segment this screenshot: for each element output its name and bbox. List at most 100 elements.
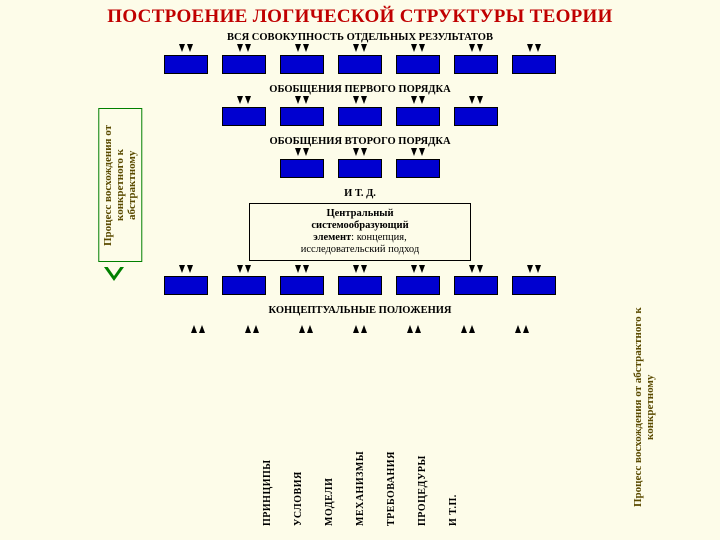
bottom-category: ПРИНЦИПЫ: [262, 451, 273, 526]
diagram-cell: [299, 322, 313, 333]
diagram-cell: [280, 44, 324, 74]
result-box: [396, 276, 440, 295]
row5-label: КОНЦЕПТУАЛЬНЫЕ ПОЛОЖЕНИЯ: [0, 305, 720, 316]
arrow-down-icon: [411, 265, 425, 275]
arrow-up-icon: [461, 323, 475, 333]
result-box: [396, 159, 440, 178]
result-box: [454, 107, 498, 126]
bottom-category: И Т.П.: [448, 451, 459, 526]
arrow-up-icon: [353, 323, 367, 333]
diagram-cell: [407, 322, 421, 333]
diagram-cell: [396, 265, 440, 295]
row-up-arrows: [0, 322, 720, 333]
diagram-cell: [353, 322, 367, 333]
arrow-down-icon: [295, 265, 309, 275]
result-box: [164, 55, 208, 74]
result-box: [512, 276, 556, 295]
central-line2: системообразующий: [311, 220, 408, 231]
result-box: [396, 55, 440, 74]
result-box: [222, 276, 266, 295]
left-process-arrow-icon: [104, 267, 124, 281]
diagram-cell: [222, 96, 266, 126]
arrow-up-icon: [191, 323, 205, 333]
result-box: [338, 55, 382, 74]
diagram-cell: [164, 44, 208, 74]
row-1: [0, 44, 720, 74]
arrow-down-icon: [469, 265, 483, 275]
diagram-cell: [338, 44, 382, 74]
result-box: [280, 55, 324, 74]
arrow-down-icon: [179, 265, 193, 275]
central-box: Центральный системообразующий элемент: к…: [249, 203, 471, 261]
diagram-cell: [338, 96, 382, 126]
arrow-down-icon: [237, 96, 251, 106]
result-box: [280, 107, 324, 126]
diagram-cell: [338, 265, 382, 295]
diagram-cell: [396, 96, 440, 126]
diagram-cell: [454, 96, 498, 126]
result-box: [280, 276, 324, 295]
arrow-down-icon: [411, 44, 425, 54]
diagram-cell: [454, 44, 498, 74]
arrow-down-icon: [295, 96, 309, 106]
arrow-down-icon: [411, 96, 425, 106]
result-box: [338, 276, 382, 295]
diagram-cell: [461, 322, 475, 333]
result-box: [454, 55, 498, 74]
arrow-down-icon: [179, 44, 193, 54]
arrow-down-icon: [353, 148, 367, 158]
arrow-down-icon: [411, 148, 425, 158]
bottom-category: МЕХАНИЗМЫ: [355, 451, 366, 526]
diagram-cell: [515, 322, 529, 333]
arrow-down-icon: [295, 44, 309, 54]
arrow-down-icon: [295, 148, 309, 158]
diagram-cell: [280, 96, 324, 126]
diagram-cell: [396, 44, 440, 74]
arrow-down-icon: [527, 265, 541, 275]
central-line3a: элемент: [313, 232, 351, 243]
diagram-cell: [454, 265, 498, 295]
arrow-up-icon: [407, 323, 421, 333]
result-box: [454, 276, 498, 295]
central-line3b: : концепция,: [351, 232, 407, 243]
diagram-cell: [396, 148, 440, 178]
result-box: [222, 55, 266, 74]
diagram-cell: [245, 322, 259, 333]
arrow-down-icon: [527, 44, 541, 54]
result-box: [164, 276, 208, 295]
row2-label: ОБОБЩЕНИЯ ПЕРВОГО ПОРЯДКА: [0, 84, 720, 95]
bottom-category: ПРОЦЕДУРЫ: [417, 451, 428, 526]
arrow-up-icon: [515, 323, 529, 333]
result-box: [396, 107, 440, 126]
result-box: [338, 107, 382, 126]
arrow-down-icon: [469, 96, 483, 106]
result-box: [512, 55, 556, 74]
diagram-cell: [164, 265, 208, 295]
bottom-category: УСЛОВИЯ: [293, 451, 304, 526]
left-process-label: Процесс восхождения от конкретного к абс…: [98, 108, 142, 262]
bottom-category: ТРЕБОВАНИЯ: [386, 451, 397, 526]
diagram-cell: [222, 44, 266, 74]
page-title: ПОСТРОЕНИЕ ЛОГИЧЕСКОЙ СТРУКТУРЫ ТЕОРИИ: [0, 0, 720, 30]
diagram-cell: [512, 265, 556, 295]
arrow-down-icon: [469, 44, 483, 54]
arrow-down-icon: [237, 44, 251, 54]
result-box: [338, 159, 382, 178]
result-box: [280, 159, 324, 178]
arrow-down-icon: [353, 96, 367, 106]
central-line1: Центральный: [326, 208, 393, 219]
arrow-down-icon: [353, 265, 367, 275]
diagram-cell: [338, 148, 382, 178]
diagram-cell: [280, 265, 324, 295]
arrow-up-icon: [299, 323, 313, 333]
central-line4: исследовательский подход: [301, 244, 419, 255]
diagram-cell: [512, 44, 556, 74]
diagram-cell: [280, 148, 324, 178]
row1-label: ВСЯ СОВОКУПНОСТЬ ОТДЕЛЬНЫХ РЕЗУЛЬТАТОВ: [0, 32, 720, 43]
bottom-category-labels: ПРИНЦИПЫ УСЛОВИЯ МОДЕЛИ МЕХАНИЗМЫ ТРЕБОВАНИЯ…: [0, 451, 720, 526]
diagram-cell: [222, 265, 266, 295]
arrow-up-icon: [245, 323, 259, 333]
bottom-category: МОДЕЛИ: [324, 451, 335, 526]
arrow-down-icon: [237, 265, 251, 275]
diagram-cell: [191, 322, 205, 333]
